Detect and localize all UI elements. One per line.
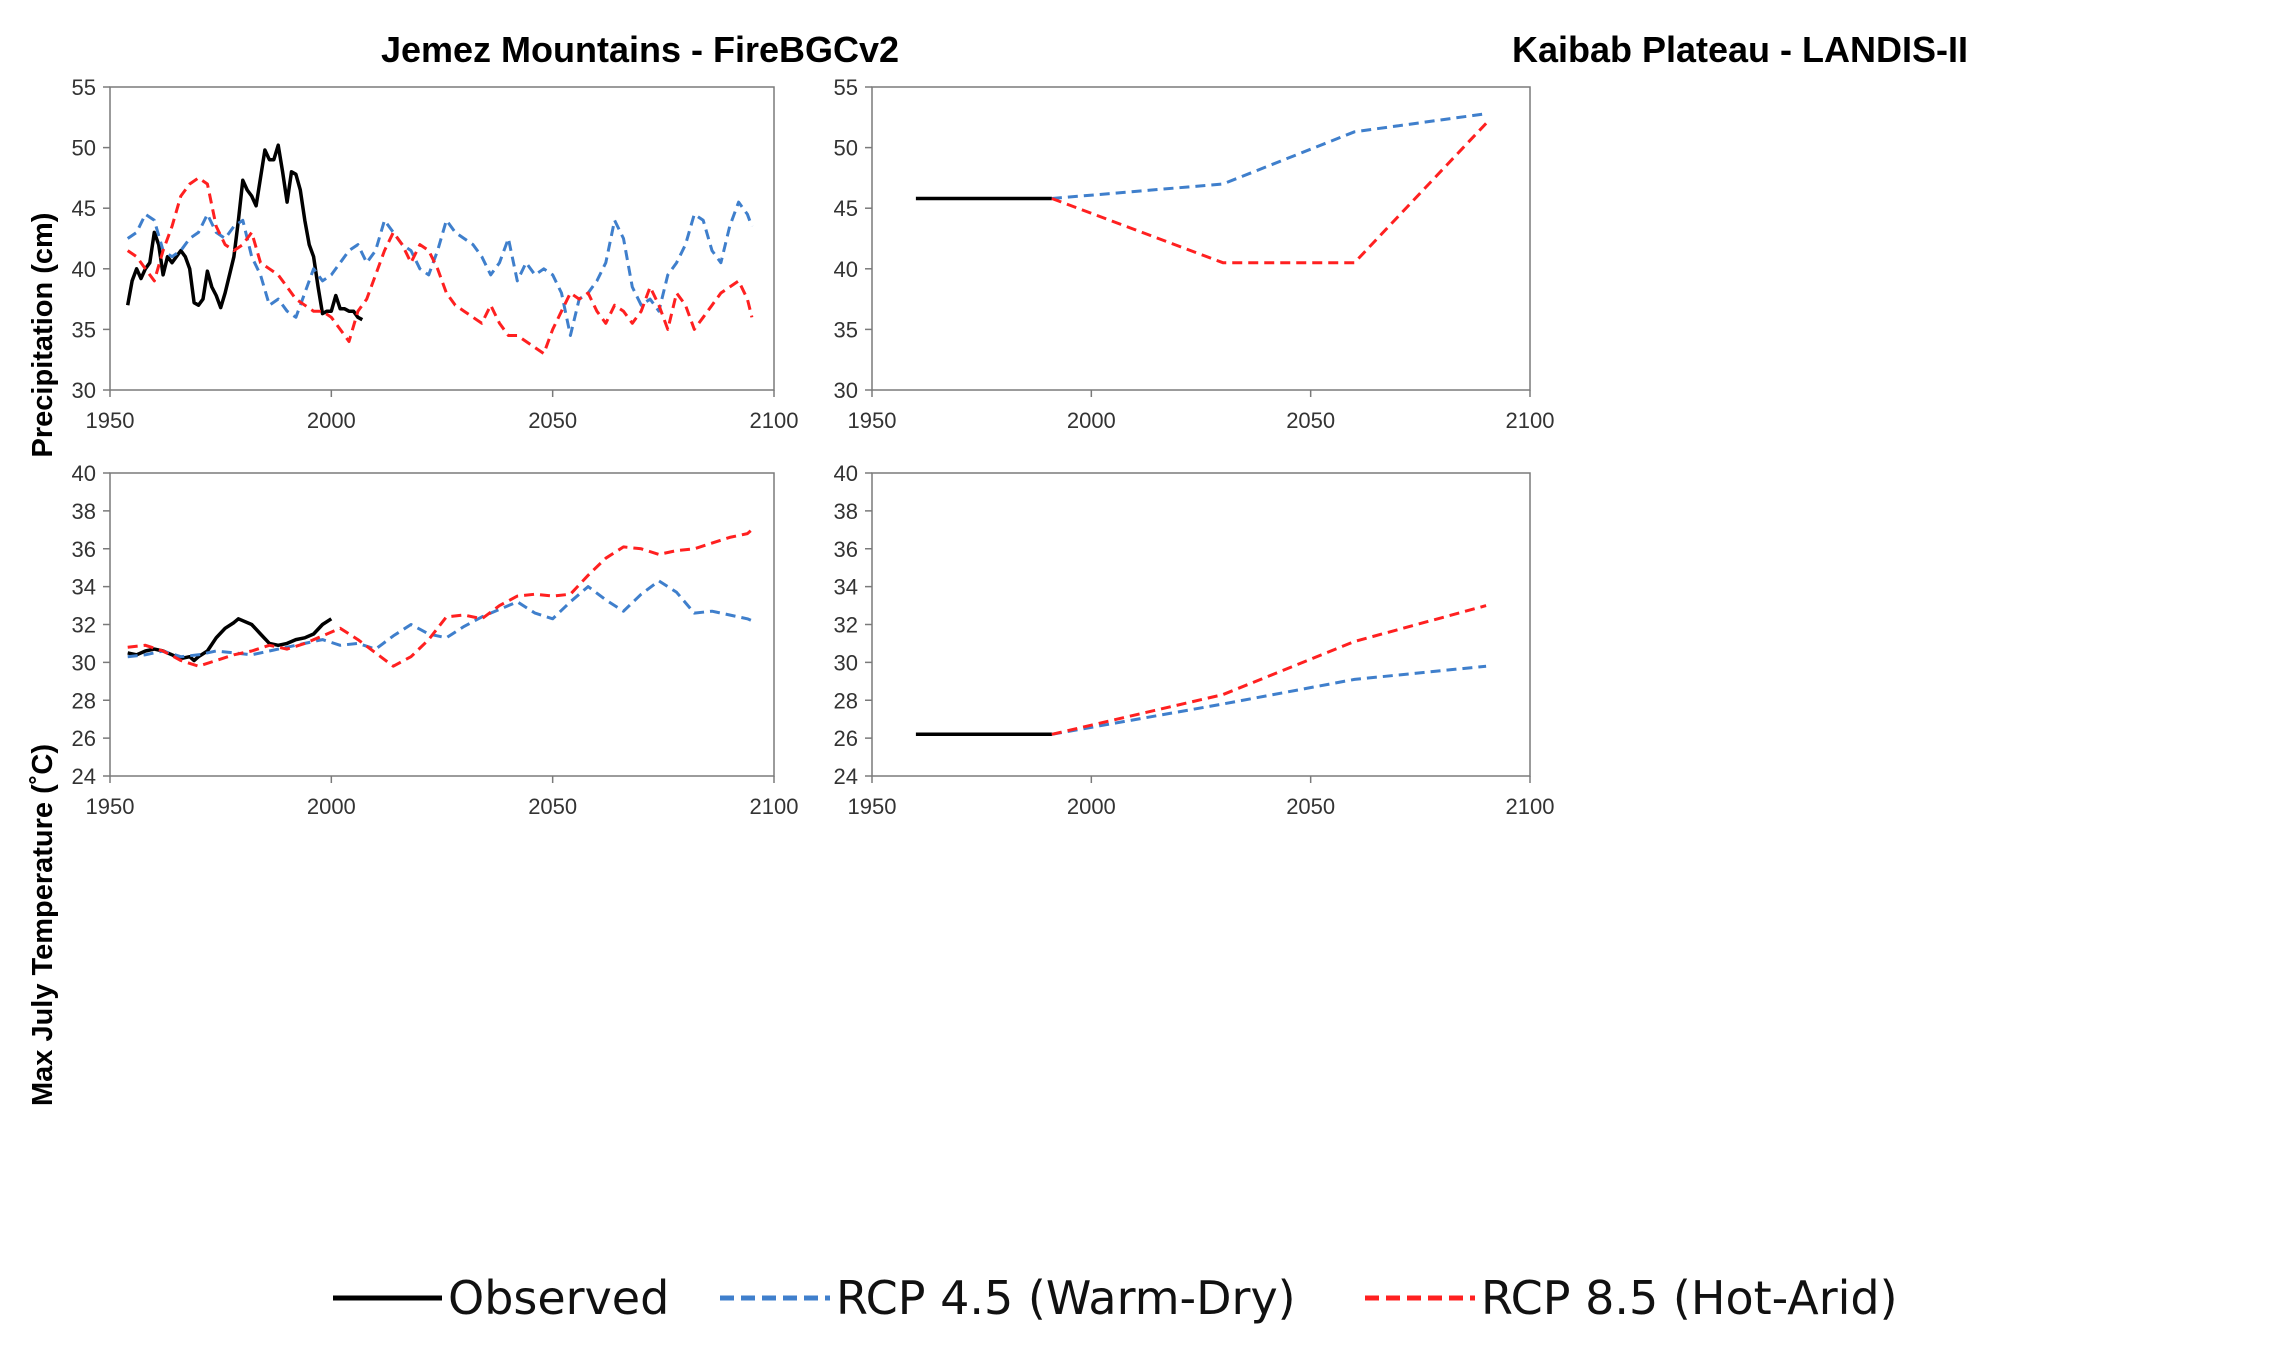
legend: Observed RCP 4.5 (Warm-Dry) RCP 8.5 (Hot… (333, 1271, 1898, 1325)
y-tick-label: 32 (834, 613, 858, 638)
y-tick-label: 55 (72, 75, 96, 100)
x-tick-label: 2050 (528, 408, 577, 433)
y-tick-label: 28 (72, 688, 96, 713)
series-line-rcp85 (1051, 122, 1488, 265)
y-tick-label: 40 (834, 461, 858, 486)
y-tick-label: 32 (72, 613, 96, 638)
x-tick-label: 2050 (528, 794, 577, 819)
series-line-rcp45 (126, 200, 754, 337)
y-tick-label: 35 (72, 317, 96, 342)
y-tick-label: 35 (834, 317, 858, 342)
series-line-rcp45 (1051, 112, 1487, 200)
y-tick-label: 50 (834, 136, 858, 161)
y-tick-label: 30 (72, 650, 96, 675)
series-line-rcp45 (127, 579, 753, 659)
plot-frame (109, 86, 775, 391)
x-tick-label: 2000 (307, 794, 356, 819)
y-tick-label: 24 (72, 764, 96, 789)
y-tick-label: 45 (834, 196, 858, 221)
series-line-observed (125, 143, 364, 322)
x-tick-label: 1950 (848, 408, 897, 433)
y-tick-label: 24 (834, 764, 858, 789)
kaibab-temperature-plot: 24 26 28 30 32 34 36 38 40 1950 2000 2050 2100 (834, 461, 1555, 819)
right-panel-title: Kaibab Plateau - LANDIS-II (1512, 29, 1968, 70)
x-tick-label: 1950 (86, 794, 135, 819)
y-tick-label: 45 (72, 196, 96, 221)
x-tick-label: 2100 (750, 794, 799, 819)
y-tick-label: 36 (72, 537, 96, 562)
y-tick-label: 40 (72, 257, 96, 282)
y-tick-label: 40 (72, 461, 96, 486)
x-tick-label: 2100 (750, 408, 799, 433)
y-tick-label: 30 (834, 650, 858, 675)
x-tick-label: 1950 (848, 794, 897, 819)
series-line-rcp85 (126, 176, 754, 356)
y-tick-label: 26 (72, 726, 96, 751)
x-tick-label: 2000 (1067, 794, 1116, 819)
legend-rcp85-label: RCP 8.5 (Hot-Arid) (1481, 1271, 1898, 1325)
y-tick-label: 55 (834, 75, 858, 100)
x-tick-label: 2100 (1506, 794, 1555, 819)
jemez-precipitation-plot: 30 35 40 45 50 55 1950 2000 2050 2100 (72, 75, 799, 433)
precipitation-axis-label: Precipitation (cm) (27, 213, 59, 458)
x-tick-label: 2000 (1067, 408, 1116, 433)
y-tick-label: 36 (834, 537, 858, 562)
series-line-rcp85 (1051, 604, 1487, 736)
jemez-temperature-plot: 24 26 28 30 32 34 36 38 40 1950 2000 2050 2100 (72, 461, 799, 819)
x-tick-label: 1950 (86, 408, 135, 433)
temperature-axis-label: Max July Temperature (˚C) (27, 744, 59, 1106)
plot-frame (871, 472, 1531, 777)
left-panel-title: Jemez Mountains - FireBGCv2 (381, 29, 899, 70)
legend-rcp45-label: RCP 4.5 (Warm-Dry) (836, 1271, 1296, 1325)
y-tick-label: 28 (834, 688, 858, 713)
y-tick-label: 40 (834, 257, 858, 282)
y-tick-label: 50 (72, 136, 96, 161)
x-tick-label: 2100 (1506, 408, 1555, 433)
series-line-rcp85 (127, 528, 753, 668)
y-tick-label: 34 (834, 575, 858, 600)
x-tick-label: 2050 (1286, 408, 1335, 433)
legend-observed-label: Observed (448, 1271, 669, 1325)
y-tick-label: 30 (72, 378, 96, 403)
y-tick-label: 30 (834, 378, 858, 403)
y-tick-label: 34 (72, 575, 96, 600)
y-tick-label: 38 (834, 499, 858, 524)
series-line-rcp45 (1051, 664, 1487, 736)
plot-frame (871, 86, 1531, 391)
y-tick-label: 38 (72, 499, 96, 524)
x-tick-label: 2050 (1286, 794, 1335, 819)
kaibab-precipitation-plot: 30 35 40 45 50 55 1950 2000 2050 2100 (834, 75, 1555, 433)
y-tick-label: 26 (834, 726, 858, 751)
x-tick-label: 2000 (307, 408, 356, 433)
series-line-observed (127, 617, 333, 663)
